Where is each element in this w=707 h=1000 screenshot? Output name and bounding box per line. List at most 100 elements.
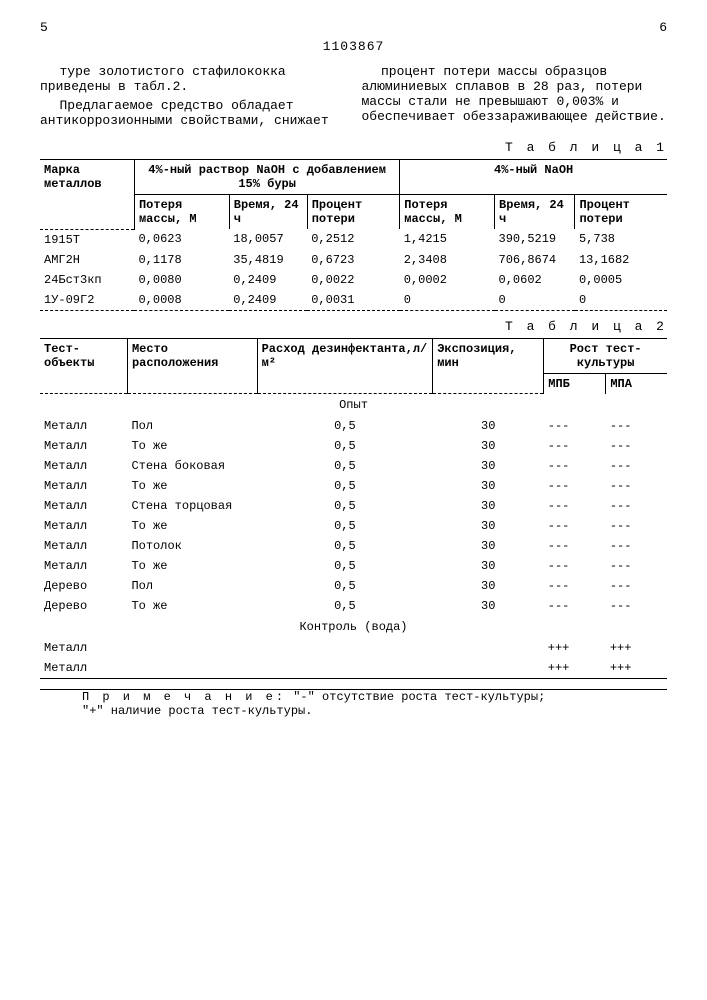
table-cell: 0 xyxy=(400,290,495,311)
table-cell: 390,5219 xyxy=(495,229,575,250)
intro-left-p1: туре золотистого стафилококка приведены … xyxy=(40,64,346,94)
table-cell: --- xyxy=(544,476,606,496)
t2-th-rate: Расход дезинфектанта,л/м² xyxy=(257,338,433,394)
table-cell: 1915Т xyxy=(40,229,134,250)
intro-left: туре золотистого стафилококка приведены … xyxy=(40,64,346,132)
table-cell: 30 xyxy=(433,436,544,456)
table-cell: --- xyxy=(606,436,667,456)
table-cell: Пол xyxy=(127,576,257,596)
table-cell: 0,1178 xyxy=(134,250,229,270)
table-cell: --- xyxy=(606,516,667,536)
page-col-numbers: 5 6 xyxy=(40,20,667,35)
table-cell: --- xyxy=(606,416,667,436)
table-cell: 0,0602 xyxy=(495,270,575,290)
table-cell: --- xyxy=(606,556,667,576)
table-cell: 30 xyxy=(433,576,544,596)
note-line2: "+" наличие роста тест-культуры. xyxy=(40,704,667,718)
col-left-number: 5 xyxy=(40,20,48,35)
table-cell: --- xyxy=(544,496,606,516)
table-cell: 706,8674 xyxy=(495,250,575,270)
note-lead: П р и м е ч а н и е: xyxy=(82,690,286,704)
table-cell: --- xyxy=(606,536,667,556)
t1-th-metals: Марка металлов xyxy=(40,160,134,230)
table1: Марка металлов 4%-ный раствор NaOH с доб… xyxy=(40,159,667,311)
t1-th-time2: Время, 24 ч xyxy=(495,195,575,230)
table-cell xyxy=(257,658,433,679)
t1-th-group2: 4%-ный NaOH xyxy=(400,160,667,195)
table-cell: То же xyxy=(127,516,257,536)
table-cell xyxy=(257,638,433,658)
table-cell: Металл xyxy=(40,416,127,436)
t2-th-growth: Рост тест-культуры xyxy=(544,338,667,373)
t2-control-label: Контроль (вода) xyxy=(40,616,667,638)
table-cell: 0,5 xyxy=(257,456,433,476)
table-cell: АМГ2Н xyxy=(40,250,134,270)
table-cell: Металл xyxy=(40,516,127,536)
table-cell: 0,5 xyxy=(257,476,433,496)
table-cell: +++ xyxy=(544,658,606,679)
table-cell: 18,0057 xyxy=(229,229,307,250)
table-cell: --- xyxy=(544,456,606,476)
t1-th-time1: Время, 24 ч xyxy=(229,195,307,230)
table-cell: --- xyxy=(544,576,606,596)
intro-left-p2: Предлагаемое средство обладает антикорро… xyxy=(40,98,346,128)
table-cell: 0,0022 xyxy=(307,270,400,290)
intro-right: процент потери массы образцов алюминиевы… xyxy=(362,64,668,132)
table-cell: 0,5 xyxy=(257,556,433,576)
table-cell: 30 xyxy=(433,596,544,616)
table-cell: То же xyxy=(127,476,257,496)
table-cell: 0,0002 xyxy=(400,270,495,290)
table-cell: --- xyxy=(606,456,667,476)
table-cell: Пол xyxy=(127,416,257,436)
table-cell: 2,3408 xyxy=(400,250,495,270)
t2-th-mpb: МПБ xyxy=(544,373,606,394)
table-cell: 0,5 xyxy=(257,596,433,616)
table2-caption: Т а б л и ц а 2 xyxy=(40,319,667,334)
table-cell: Металл xyxy=(40,658,127,679)
table-cell: --- xyxy=(544,416,606,436)
t2-opyt-label: Опыт xyxy=(40,394,667,417)
table-cell: 0,5 xyxy=(257,436,433,456)
table-cell: 0,5 xyxy=(257,536,433,556)
table-cell: 0,6723 xyxy=(307,250,400,270)
table-cell: 30 xyxy=(433,476,544,496)
table-cell: 0,5 xyxy=(257,516,433,536)
footnote: П р и м е ч а н и е: "-" отсутствие рост… xyxy=(40,689,667,718)
table-cell: --- xyxy=(606,596,667,616)
table-cell: 0,0005 xyxy=(575,270,667,290)
table-cell: --- xyxy=(606,496,667,516)
table-cell: 0,2409 xyxy=(229,270,307,290)
table1-caption: Т а б л и ц а 1 xyxy=(40,140,667,155)
table-cell: 1У-09Г2 xyxy=(40,290,134,311)
t1-th-group1: 4%-ный раствор NaOH с добавлением 15% бу… xyxy=(134,160,399,195)
table-cell: 0,2409 xyxy=(229,290,307,311)
t2-th-obj: Тест-объекты xyxy=(40,338,127,394)
table-cell: 0,5 xyxy=(257,576,433,596)
table-cell: --- xyxy=(544,516,606,536)
table-cell: 0,0031 xyxy=(307,290,400,311)
t1-th-pct1: Процент потери xyxy=(307,195,400,230)
intro-columns: туре золотистого стафилококка приведены … xyxy=(40,64,667,132)
table-cell: То же xyxy=(127,596,257,616)
table-cell: 24Бст3кп xyxy=(40,270,134,290)
table-cell xyxy=(127,658,257,679)
table2: Тест-объекты Место расположения Расход д… xyxy=(40,338,667,680)
table-cell: --- xyxy=(606,476,667,496)
table-cell: 30 xyxy=(433,516,544,536)
table-cell: 0,5 xyxy=(257,416,433,436)
table-cell: --- xyxy=(544,436,606,456)
doc-number: 1103867 xyxy=(40,39,667,54)
note-text1: "-" отсутствие роста тест-культуры; xyxy=(293,690,545,704)
table-cell: То же xyxy=(127,436,257,456)
table-cell: --- xyxy=(544,536,606,556)
table-cell: 0 xyxy=(575,290,667,311)
table-cell xyxy=(127,638,257,658)
t1-th-mass2: Потеря массы, М xyxy=(400,195,495,230)
table-cell: --- xyxy=(544,596,606,616)
table-cell: Металл xyxy=(40,476,127,496)
t2-th-mpa: МПА xyxy=(606,373,667,394)
intro-right-p1: процент потери массы образцов алюминиевы… xyxy=(362,64,668,124)
table-cell: 0 xyxy=(495,290,575,311)
table-cell xyxy=(433,658,544,679)
table-cell: Металл xyxy=(40,638,127,658)
